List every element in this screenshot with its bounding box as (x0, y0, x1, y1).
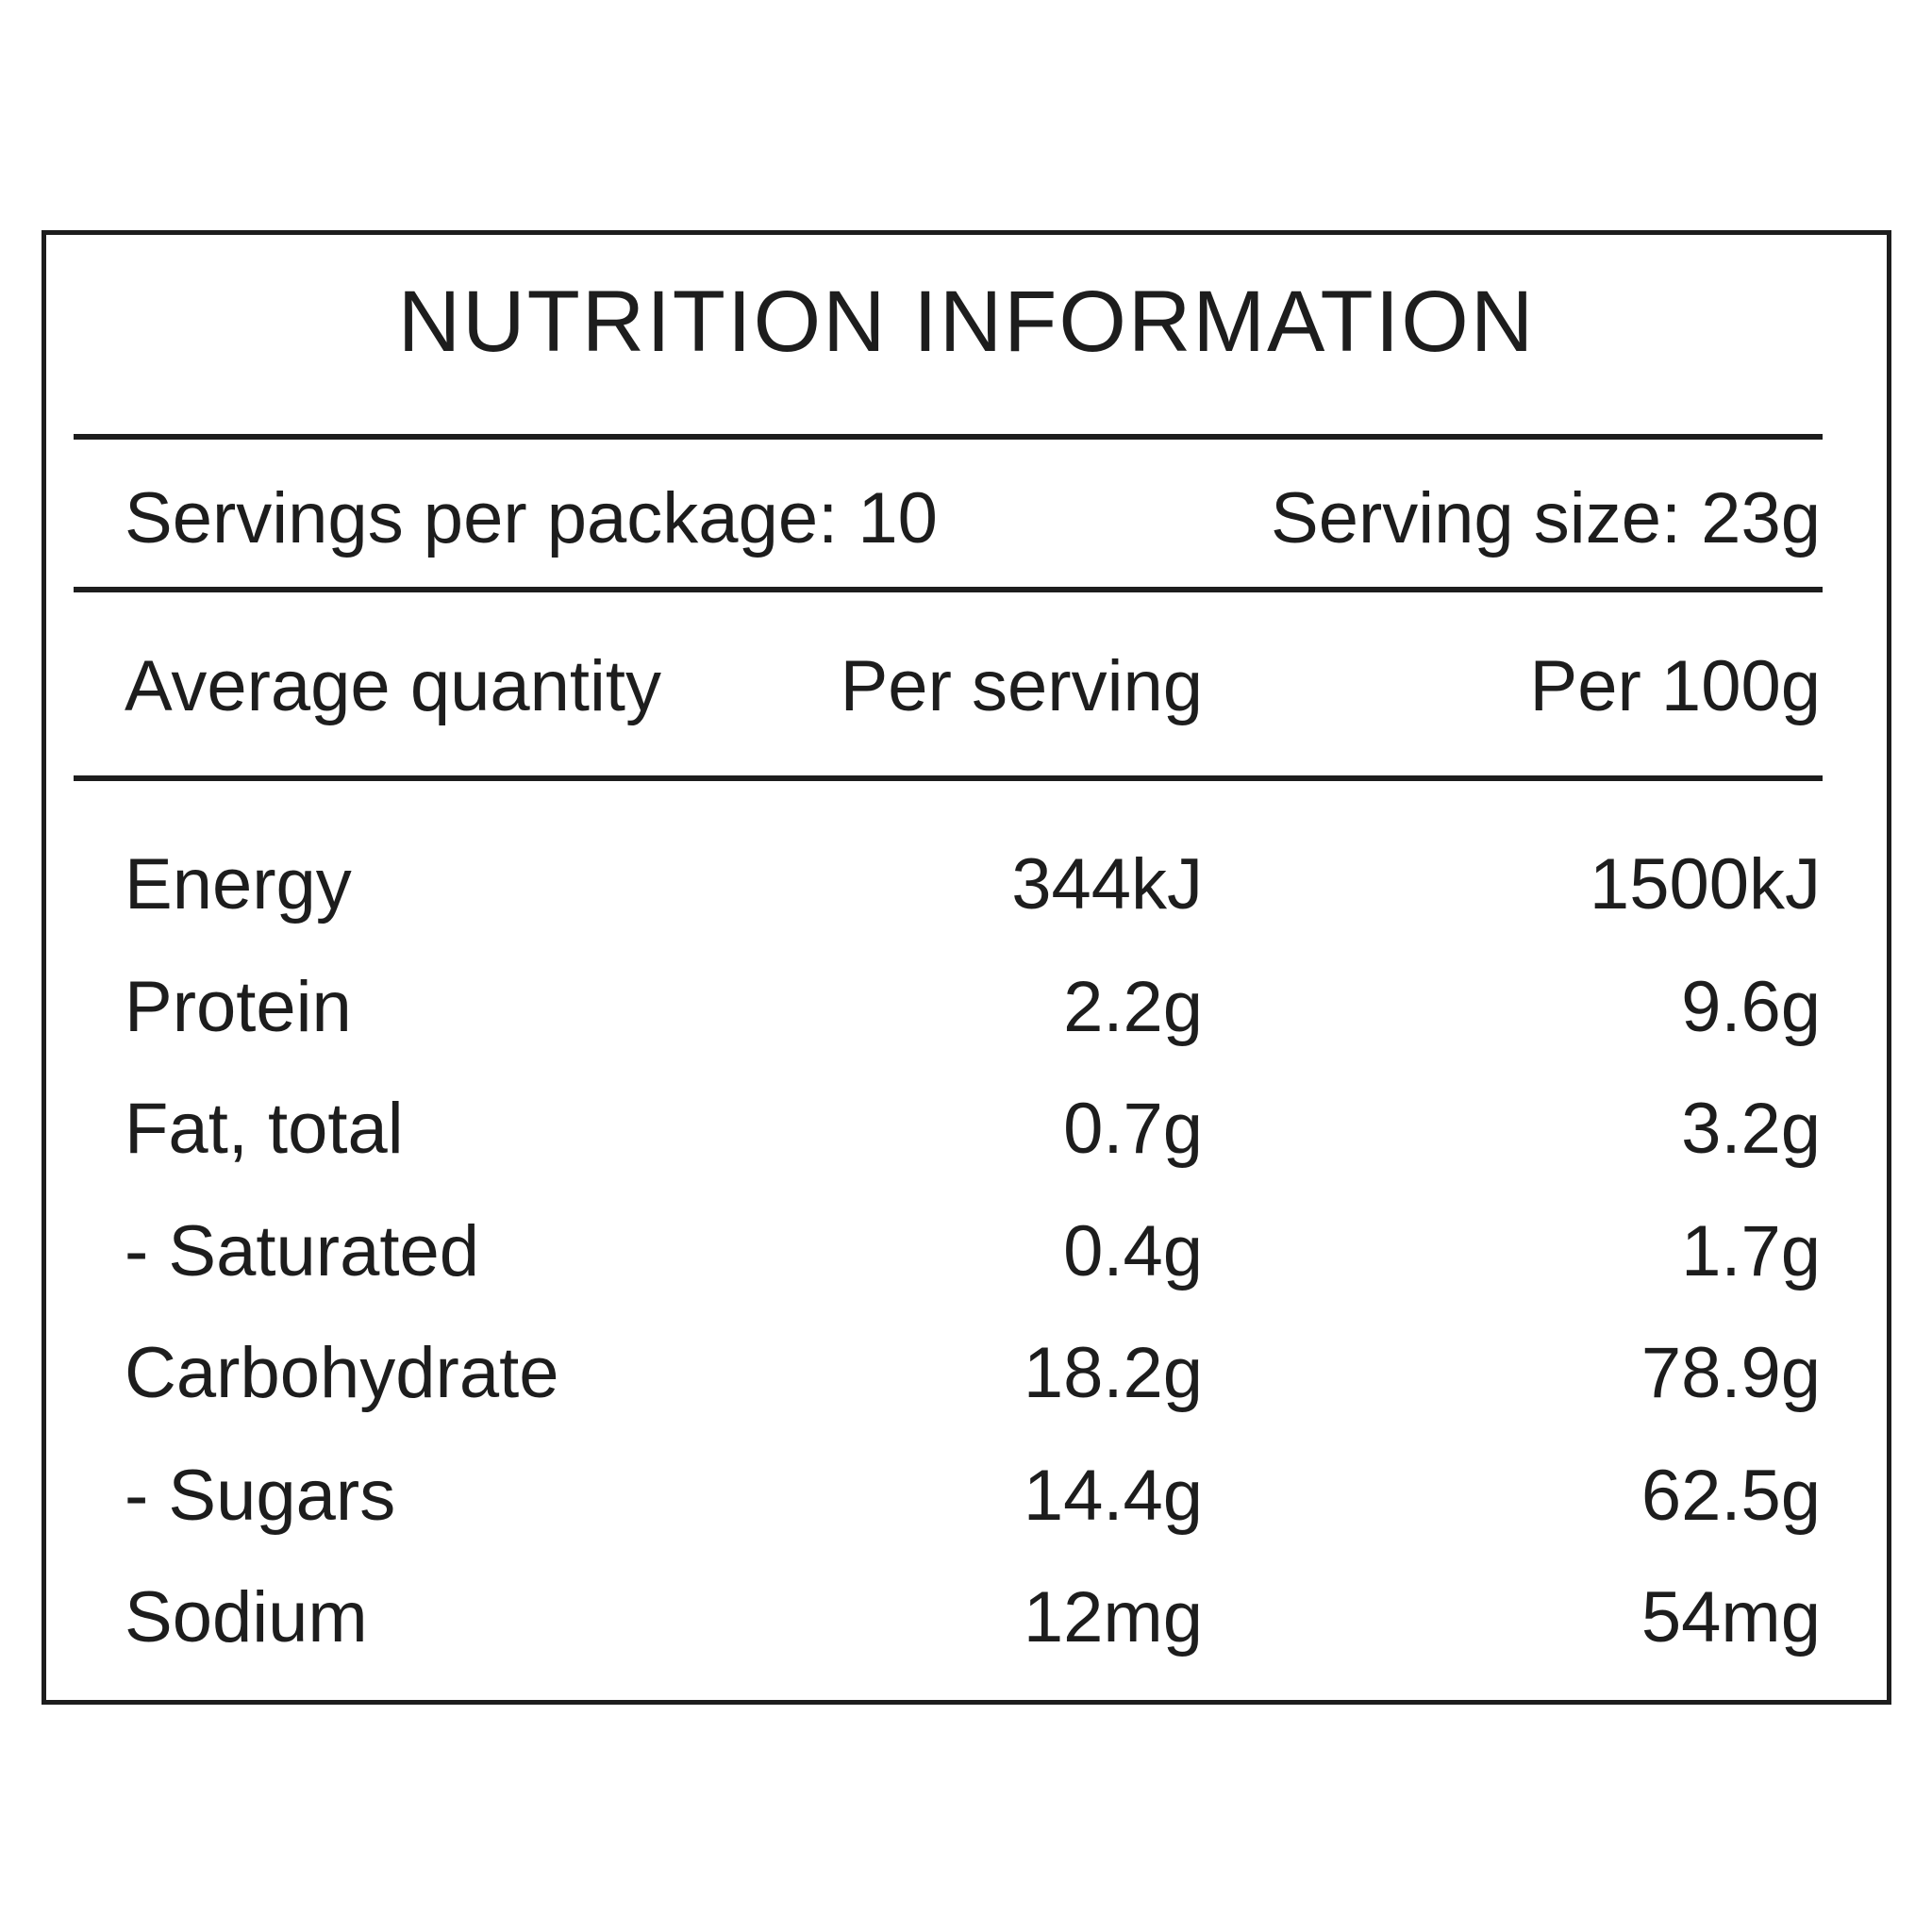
column-header-row: Average quantity Per serving Per 100g (125, 643, 1821, 728)
nutrient-name: Sodium (125, 1577, 368, 1658)
per-serving-value: 0.4g (1063, 1210, 1203, 1291)
divider-below-servings (74, 587, 1823, 592)
table-row-energy: Energy 344kJ 1500kJ (125, 824, 1821, 946)
divider-below-headers (74, 775, 1823, 781)
table-row-fat-total: Fat, total 0.7g 3.2g (125, 1068, 1821, 1191)
per-serving-value: 18.2g (1023, 1333, 1203, 1414)
per-serving-value: 344kJ (1011, 844, 1203, 925)
table-row-carbohydrate: Carbohydrate 18.2g 78.9g (125, 1312, 1821, 1435)
table-row-protein: Protein 2.2g 9.6g (125, 946, 1821, 1069)
per-serving-value: 2.2g (1063, 966, 1203, 1047)
per-100g-value: 9.6g (1681, 966, 1821, 1047)
serving-size-text: Serving size: 23g (1271, 477, 1821, 558)
per-serving-value: 12mg (1023, 1577, 1203, 1658)
table-row-sodium: Sodium 12mg 54mg (125, 1557, 1821, 1679)
nutrient-name: Fat, total (125, 1089, 404, 1170)
table-row-sugars: - Sugars 14.4g 62.5g (125, 1435, 1821, 1557)
nutrient-name: - Saturated (125, 1210, 479, 1291)
per-100g-value: 54mg (1641, 1577, 1821, 1658)
per-serving-value: 0.7g (1063, 1089, 1203, 1170)
table-row-saturated: - Saturated 0.4g 1.7g (125, 1191, 1821, 1313)
servings-per-package-text: Servings per package: 10 (125, 477, 938, 558)
nutrient-name: Energy (125, 844, 352, 925)
servings-row: Servings per package: 10 Serving size: 2… (125, 475, 1821, 560)
per-100g-value: 3.2g (1681, 1089, 1821, 1170)
per-serving-value: 14.4g (1023, 1455, 1203, 1536)
per-100g-value: 1.7g (1681, 1210, 1821, 1291)
column-header-average-quantity: Average quantity (125, 645, 661, 726)
column-header-per-serving: Per serving (840, 645, 1203, 726)
nutrient-name: - Sugars (125, 1455, 396, 1536)
per-100g-value: 78.9g (1641, 1333, 1821, 1414)
nutrition-panel: NUTRITION INFORMATION Servings per packa… (42, 230, 1891, 1705)
column-header-per-100g: Per 100g (1529, 645, 1821, 726)
nutrient-name: Protein (125, 966, 352, 1047)
nutrition-panel-title: NUTRITION INFORMATION (397, 274, 1536, 370)
per-100g-value: 62.5g (1641, 1455, 1821, 1536)
divider-below-title (74, 434, 1823, 440)
per-100g-value: 1500kJ (1589, 844, 1821, 925)
nutrient-name: Carbohydrate (125, 1333, 559, 1414)
nutrient-rows: Energy 344kJ 1500kJ Protein 2.2g 9.6g Fa… (125, 824, 1821, 1679)
